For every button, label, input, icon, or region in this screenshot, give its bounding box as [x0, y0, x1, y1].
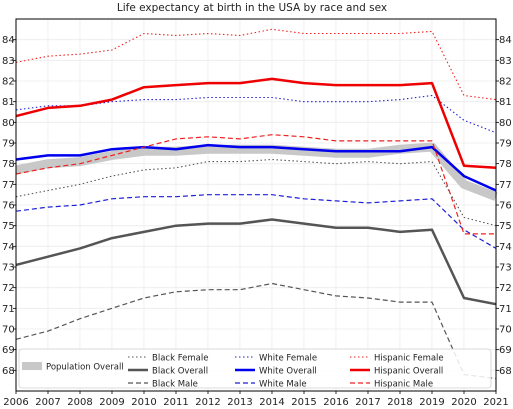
x-tick-label: 2012	[195, 397, 220, 408]
series-line-hispanic-female	[15, 28, 497, 101]
legend-label: Black Male	[152, 380, 198, 390]
x-tick-label: 2017	[355, 397, 380, 408]
chart-title: Life expectancy at birth in the USA by r…	[117, 2, 387, 14]
legend-label: White Female	[259, 354, 317, 364]
axes: 68 68 69 69 70 70 71 71 72 72 73 73 74 74 75 75 76 76 77 77…	[2, 35, 512, 408]
y-tick-label-right: 75	[499, 221, 512, 232]
y-tick-label-left: 74	[2, 242, 15, 253]
y-tick-label-left: 84	[2, 35, 15, 46]
y-tick-label-left: 70	[2, 325, 15, 336]
y-tick-label-left: 82	[2, 77, 15, 88]
y-tick-label-left: 71	[2, 304, 15, 315]
x-tick-label: 2006	[3, 397, 28, 408]
x-tick-label: 2020	[451, 397, 476, 408]
legend-label: Hispanic Overall	[374, 367, 443, 377]
x-tick-label: 2007	[35, 397, 60, 408]
x-tick-label: 2008	[67, 397, 92, 408]
y-tick-label-left: 83	[2, 56, 15, 67]
y-tick-label-right: 79	[499, 139, 512, 150]
y-tick-label-right: 70	[499, 325, 512, 336]
y-tick-label-right: 72	[499, 283, 512, 294]
series-layer	[15, 28, 498, 380]
series-line-white-female	[15, 94, 497, 134]
y-tick-label-right: 74	[499, 242, 512, 253]
series-line-white-male	[15, 194, 497, 249]
x-tick-label: 2015	[291, 397, 316, 408]
y-tick-label-right: 83	[499, 56, 512, 67]
y-tick-label-right: 81	[499, 97, 512, 108]
y-tick-label-right: 71	[499, 304, 512, 315]
series-line-white-overall	[15, 143, 497, 192]
y-tick-label-right: 69	[499, 345, 512, 356]
y-tick-label-left: 73	[2, 263, 15, 274]
x-tick-label: 2013	[227, 397, 252, 408]
y-tick-label-left: 69	[2, 345, 15, 356]
y-tick-label-left: 79	[2, 139, 15, 150]
x-tick-label: 2011	[163, 397, 188, 408]
legend-label: Black Overall	[152, 367, 208, 377]
y-tick-label-left: 72	[2, 283, 15, 294]
y-tick-label-left: 75	[2, 221, 15, 232]
y-tick-label-left: 80	[2, 118, 15, 129]
y-tick-label-left: 68	[2, 366, 15, 377]
x-tick-label: 2014	[259, 397, 284, 408]
x-tick-label: 2009	[99, 397, 124, 408]
legend-label: Hispanic Female	[374, 354, 444, 364]
x-tick-label: 2019	[419, 397, 444, 408]
series-line-hispanic-overall	[15, 77, 497, 170]
y-tick-label-right: 77	[499, 180, 512, 191]
series-line-hispanic-male	[15, 134, 496, 235]
series-line-black-female	[15, 158, 497, 227]
legend-label: White Male	[259, 380, 307, 390]
x-tick-label: 2016	[323, 397, 348, 408]
legend-label: Hispanic Male	[374, 380, 433, 390]
y-tick-label-right: 73	[499, 263, 512, 274]
series-line-black-overall	[15, 218, 497, 306]
x-tick-label: 2010	[131, 397, 156, 408]
legend-box	[18, 348, 492, 389]
series-line-black-male	[15, 282, 497, 380]
y-tick-label-right: 82	[499, 77, 512, 88]
y-tick-label-left: 77	[2, 180, 15, 191]
y-tick-label-right: 68	[499, 366, 512, 377]
x-tick-label: 2018	[387, 397, 412, 408]
y-tick-label-right: 84	[499, 35, 512, 46]
grid-lines	[15, 19, 497, 391]
y-tick-label-left: 78	[2, 159, 15, 170]
y-tick-label-right: 80	[499, 118, 512, 129]
legend-label: Black Female	[152, 354, 208, 364]
y-tick-label-right: 76	[499, 201, 512, 212]
x-tick-label: 2021	[483, 397, 508, 408]
legend-label: White Overall	[259, 367, 317, 377]
legend: Population Overall Black Female Black Over…	[18, 348, 492, 390]
y-tick-label-right: 78	[499, 159, 512, 170]
y-tick-label-left: 81	[2, 97, 15, 108]
y-tick-label-left: 76	[2, 201, 15, 212]
legend-label: Population Overall	[46, 363, 124, 373]
